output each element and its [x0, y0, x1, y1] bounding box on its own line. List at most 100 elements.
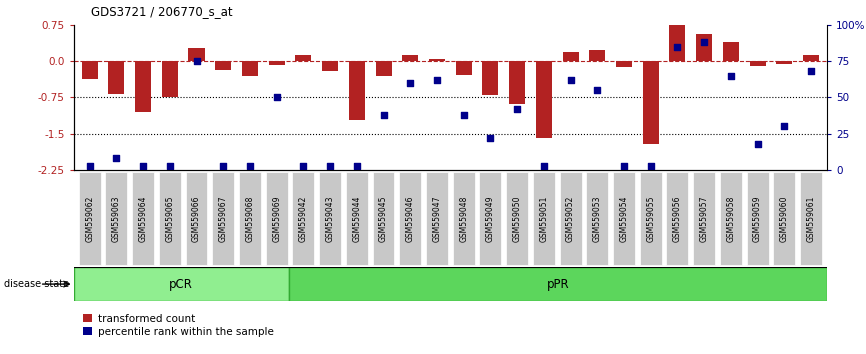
Point — [778, 124, 792, 129]
FancyBboxPatch shape — [132, 172, 154, 266]
Text: GSM559053: GSM559053 — [592, 195, 602, 242]
Point — [804, 68, 818, 74]
Text: GSM559045: GSM559045 — [379, 195, 388, 242]
Point — [697, 39, 711, 45]
Bar — [242, 61, 258, 75]
FancyBboxPatch shape — [79, 172, 100, 266]
Text: GSM559069: GSM559069 — [272, 195, 281, 242]
Text: GSM559058: GSM559058 — [727, 195, 735, 242]
Point — [564, 77, 578, 83]
Bar — [509, 61, 525, 104]
Text: GSM559059: GSM559059 — [753, 195, 762, 242]
Text: GSM559067: GSM559067 — [219, 195, 228, 242]
Bar — [589, 50, 605, 61]
Text: GSM559047: GSM559047 — [432, 195, 442, 242]
Text: GSM559064: GSM559064 — [139, 195, 147, 242]
Point — [216, 163, 230, 169]
Text: GSM559056: GSM559056 — [673, 195, 682, 242]
FancyBboxPatch shape — [746, 172, 768, 266]
FancyBboxPatch shape — [399, 172, 421, 266]
Bar — [295, 55, 312, 61]
FancyBboxPatch shape — [426, 172, 448, 266]
Text: GSM559060: GSM559060 — [779, 195, 789, 242]
Bar — [268, 61, 285, 65]
Point — [537, 163, 551, 169]
Bar — [776, 61, 792, 64]
Text: GSM559061: GSM559061 — [806, 195, 816, 242]
Point — [456, 112, 470, 118]
Text: GSM559050: GSM559050 — [513, 195, 521, 242]
FancyBboxPatch shape — [106, 172, 127, 266]
Point — [377, 112, 391, 118]
Bar — [482, 61, 499, 95]
Text: GSM559042: GSM559042 — [299, 195, 308, 242]
Text: GSM559043: GSM559043 — [326, 195, 334, 242]
Point — [323, 163, 337, 169]
FancyBboxPatch shape — [773, 172, 795, 266]
Text: GSM559044: GSM559044 — [352, 195, 361, 242]
Text: pPR: pPR — [546, 278, 569, 291]
Point — [670, 44, 684, 49]
Bar — [74, 267, 289, 301]
Bar — [616, 61, 632, 67]
Bar — [563, 52, 578, 61]
Point — [510, 106, 524, 112]
Point — [404, 80, 417, 86]
Point — [243, 163, 257, 169]
Point — [296, 163, 310, 169]
FancyBboxPatch shape — [453, 172, 475, 266]
Bar — [669, 25, 685, 61]
Point — [724, 73, 738, 78]
FancyBboxPatch shape — [533, 172, 555, 266]
Bar — [429, 59, 445, 61]
Text: GSM559066: GSM559066 — [192, 195, 201, 242]
Bar — [402, 55, 418, 61]
Bar — [696, 34, 712, 61]
Bar — [108, 61, 125, 94]
Bar — [289, 267, 827, 301]
FancyBboxPatch shape — [613, 172, 635, 266]
Bar — [803, 55, 819, 61]
FancyBboxPatch shape — [693, 172, 715, 266]
Bar — [189, 47, 204, 61]
FancyBboxPatch shape — [158, 172, 181, 266]
Bar — [162, 61, 178, 97]
Text: disease state: disease state — [4, 279, 69, 289]
Point — [83, 163, 97, 169]
Bar — [750, 61, 766, 66]
Text: GSM559048: GSM559048 — [459, 195, 469, 242]
Text: GSM559057: GSM559057 — [700, 195, 708, 242]
FancyBboxPatch shape — [346, 172, 368, 266]
FancyBboxPatch shape — [212, 172, 234, 266]
Bar — [536, 61, 552, 138]
FancyBboxPatch shape — [185, 172, 208, 266]
FancyBboxPatch shape — [640, 172, 662, 266]
FancyBboxPatch shape — [266, 172, 288, 266]
Bar — [456, 61, 472, 75]
Text: GDS3721 / 206770_s_at: GDS3721 / 206770_s_at — [91, 5, 233, 18]
Text: GSM559049: GSM559049 — [486, 195, 494, 242]
Point — [269, 95, 283, 100]
Bar — [135, 61, 151, 112]
Point — [350, 163, 364, 169]
Point — [751, 141, 765, 147]
Text: GSM559065: GSM559065 — [165, 195, 174, 242]
FancyBboxPatch shape — [293, 172, 314, 266]
FancyBboxPatch shape — [480, 172, 501, 266]
Text: GSM559054: GSM559054 — [619, 195, 629, 242]
Bar — [376, 61, 391, 75]
Point — [643, 163, 657, 169]
Point — [190, 58, 204, 64]
Bar — [643, 61, 659, 144]
FancyBboxPatch shape — [559, 172, 581, 266]
Text: GSM559051: GSM559051 — [540, 195, 548, 242]
Point — [617, 163, 631, 169]
FancyBboxPatch shape — [586, 172, 608, 266]
FancyBboxPatch shape — [320, 172, 341, 266]
Text: GSM559068: GSM559068 — [245, 195, 255, 242]
Point — [430, 77, 444, 83]
Text: GSM559055: GSM559055 — [646, 195, 656, 242]
Point — [483, 135, 497, 141]
Text: GSM559052: GSM559052 — [566, 195, 575, 242]
Bar — [81, 61, 98, 79]
